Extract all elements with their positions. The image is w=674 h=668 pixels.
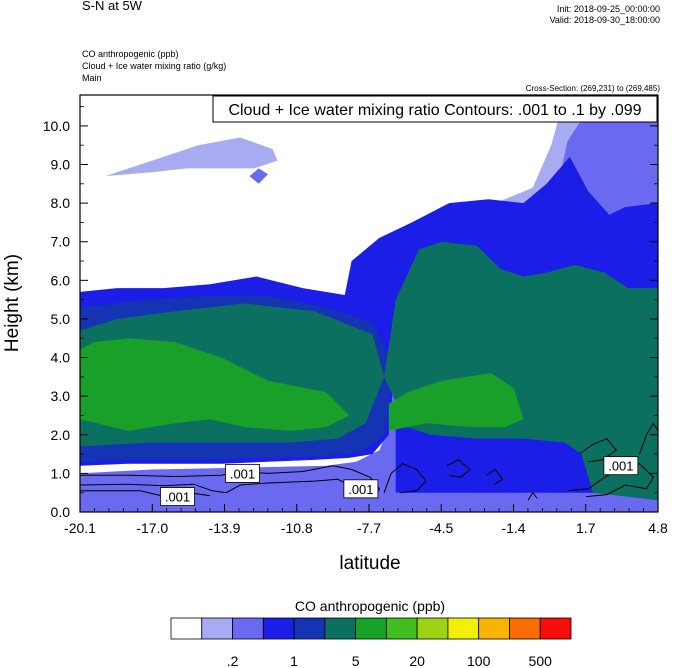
contour-label: .001 bbox=[230, 466, 255, 481]
colorbar-label: 1 bbox=[290, 653, 298, 668]
contour-label-box bbox=[343, 479, 379, 499]
y-tick-label: 4.0 bbox=[51, 350, 71, 366]
colorbar-swatch bbox=[201, 617, 233, 640]
contour-label: .001 bbox=[165, 490, 190, 505]
contour-label-box bbox=[225, 463, 260, 483]
cloud-contour-line-6 bbox=[527, 491, 538, 501]
x-tick-label: -4.5 bbox=[429, 520, 453, 536]
y-tick-label: 5.0 bbox=[51, 311, 71, 327]
colorbar-swatch bbox=[232, 617, 264, 640]
cloud-contour-line-0 bbox=[80, 465, 381, 498]
y-tick-label: 0.0 bbox=[51, 504, 71, 520]
x-tick-label: -1.4 bbox=[501, 520, 525, 536]
colorbar-swatch bbox=[539, 617, 572, 640]
cross-section-label: Cross-Section: (269,231) to (269,485) bbox=[525, 84, 660, 93]
y-axis-label: Height (km) bbox=[2, 254, 23, 352]
colorbar-swatch bbox=[478, 617, 510, 640]
plot-title: S-N at 5W bbox=[82, 0, 142, 13]
colorbar-swatch bbox=[416, 617, 449, 640]
valid-time: Valid: 2018-09-30_18:00:00 bbox=[549, 15, 660, 25]
cloud-contour-line-8 bbox=[578, 437, 617, 463]
field-label-co: CO anthropogenic (ppb) bbox=[82, 49, 179, 59]
x-tick-label: -7.7 bbox=[357, 520, 381, 536]
co-fill-region-1 bbox=[105, 137, 278, 177]
colorbar-swatch bbox=[355, 617, 387, 640]
cloud-contour-line-4 bbox=[446, 459, 471, 478]
colorbar-swatch bbox=[170, 617, 203, 640]
contour-label: .001 bbox=[348, 482, 373, 497]
colorbar-label: 100 bbox=[467, 653, 491, 668]
colorbar-swatch bbox=[293, 617, 326, 640]
contour-label-box bbox=[160, 487, 195, 506]
colorbar-swatch bbox=[447, 617, 480, 640]
cloud-contour-line-7 bbox=[567, 463, 655, 498]
colorbar-swatch bbox=[385, 617, 418, 640]
colorbar-label: 500 bbox=[529, 653, 553, 668]
co-fill-region-8 bbox=[384, 241, 658, 501]
colorbar-title: CO anthropogenic (ppb) bbox=[295, 598, 445, 614]
contour-info-text: Cloud + Ice water mixing ratio Contours:… bbox=[228, 102, 641, 119]
x-tick-label: 4.8 bbox=[648, 520, 668, 536]
y-tick-label: 7.0 bbox=[51, 234, 71, 250]
colorbar-label: 5 bbox=[352, 653, 360, 668]
x-tick-label: 1.7 bbox=[576, 520, 596, 536]
colorbar-swatch bbox=[262, 617, 295, 640]
cloud-contour-line-5 bbox=[485, 468, 504, 486]
x-axis-label: latitude bbox=[339, 553, 400, 574]
y-tick-label: 1.0 bbox=[51, 465, 71, 481]
x-tick-label: -10.8 bbox=[281, 520, 313, 536]
colorbar-label: 20 bbox=[409, 653, 425, 668]
y-tick-label: 2.0 bbox=[51, 427, 71, 443]
x-tick-label: -13.9 bbox=[209, 520, 241, 536]
colorbar-swatch bbox=[509, 617, 541, 640]
contour-label-box bbox=[603, 456, 639, 476]
x-tick-label: -17.0 bbox=[136, 520, 168, 536]
y-tick-label: 6.0 bbox=[51, 272, 71, 288]
x-tick-label: -20.1 bbox=[64, 520, 96, 536]
colorbar-swatch bbox=[324, 617, 357, 640]
y-tick-label: 3.0 bbox=[51, 388, 71, 404]
co-fill-region-10 bbox=[388, 373, 524, 431]
cloud-contour-line-3 bbox=[383, 463, 427, 494]
y-tick-label: 9.0 bbox=[51, 157, 71, 173]
init-time: Init: 2018-09-25_00:00:00 bbox=[556, 4, 660, 14]
y-tick-label: 10.0 bbox=[43, 118, 70, 134]
cloud-contour-line-1 bbox=[80, 478, 350, 494]
contour-info-box bbox=[212, 95, 658, 123]
co-fill-region-9 bbox=[80, 338, 350, 431]
field-label-main: Main bbox=[82, 73, 102, 83]
co-fill-region-3 bbox=[249, 168, 268, 184]
cloud-contour-line-9 bbox=[638, 422, 658, 455]
colorbar-label: .2 bbox=[227, 653, 239, 668]
y-tick-label: 8.0 bbox=[51, 195, 71, 211]
field-label-cloud: Cloud + Ice water mixing ratio (g/kg) bbox=[82, 61, 227, 71]
contour-label: .001 bbox=[608, 459, 633, 474]
